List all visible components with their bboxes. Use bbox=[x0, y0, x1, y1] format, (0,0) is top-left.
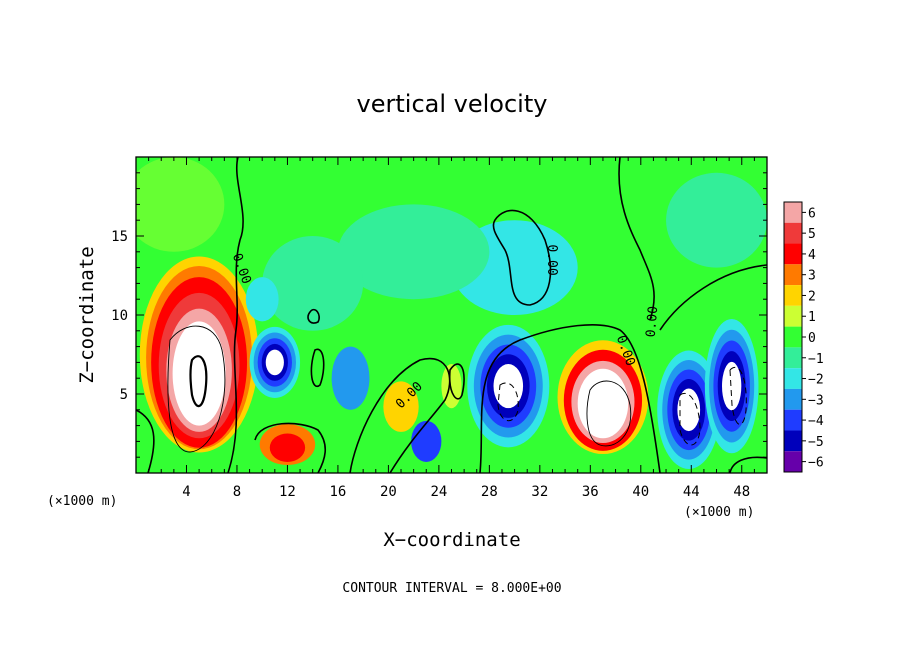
x-tick-label: 28 bbox=[481, 484, 498, 500]
colorbar-swatch bbox=[784, 305, 802, 327]
colorbar-swatch bbox=[784, 285, 802, 306]
colorbar-label: −1 bbox=[808, 352, 824, 367]
x-tick-label: 20 bbox=[380, 484, 397, 500]
colorbar-swatch bbox=[784, 347, 802, 369]
x-axis: 4 8 12 16 20 24 28 32 36 40 44 48 bbox=[148, 157, 768, 500]
downdraft-core bbox=[493, 364, 524, 409]
contour-label: 0.00 bbox=[544, 244, 559, 275]
colorbar-label: −6 bbox=[808, 456, 824, 471]
core-contour bbox=[189, 355, 208, 407]
zero-contour bbox=[659, 264, 767, 331]
colorbar-swatch bbox=[784, 388, 802, 410]
downdraft-core bbox=[677, 388, 701, 432]
x-axis-title: X−coordinate bbox=[383, 529, 520, 551]
colorbar-swatch bbox=[784, 430, 802, 452]
zero-contour bbox=[136, 409, 155, 473]
chart-title: vertical velocity bbox=[357, 90, 548, 118]
colorbar-label: 4 bbox=[808, 248, 816, 263]
y-tick-label: 10 bbox=[111, 308, 128, 324]
zero-contour bbox=[492, 209, 552, 306]
colorbar-label: 3 bbox=[808, 269, 816, 284]
colorbar-swatch bbox=[784, 202, 802, 223]
colorbar-label: −3 bbox=[808, 393, 824, 408]
colorbar-swatch bbox=[784, 264, 802, 286]
colorbar-label: −2 bbox=[808, 373, 824, 388]
x-tick-label: 24 bbox=[430, 484, 447, 500]
x-tick-label: 40 bbox=[632, 484, 649, 500]
downdraft-layer bbox=[411, 420, 442, 462]
core-contour bbox=[729, 367, 747, 425]
colorbar-label: −4 bbox=[808, 414, 824, 429]
zero-contour bbox=[729, 456, 767, 473]
colorbar-swatch bbox=[784, 243, 802, 265]
y-axis-title: Z−coordinate bbox=[76, 246, 98, 383]
x-tick-label: 48 bbox=[733, 484, 750, 500]
y-axis: 5 10 15 bbox=[111, 172, 767, 458]
x-tick-label: 32 bbox=[531, 484, 548, 500]
x-tick-label: 12 bbox=[279, 484, 296, 500]
colorbar-label: 2 bbox=[808, 289, 816, 304]
plot-area: 0.00 0.000.000.000.00 bbox=[136, 157, 767, 473]
colorbar-swatch bbox=[784, 222, 802, 244]
colorbar-label: 1 bbox=[808, 310, 816, 325]
velocity-field bbox=[136, 157, 767, 470]
field-patch bbox=[337, 204, 490, 300]
colorbar-label: 0 bbox=[808, 331, 816, 346]
x-unit-label-left: (×1000 m) bbox=[47, 494, 117, 509]
x-tick-label: 16 bbox=[329, 484, 346, 500]
zero-contour bbox=[448, 363, 465, 400]
x-unit-label-right: (×1000 m) bbox=[684, 505, 754, 520]
colorbar: 6 5 4 3 2 1 0 −1 −2 −3 −4 −5 −6 bbox=[783, 201, 824, 473]
updraft-layer bbox=[383, 381, 419, 432]
core-contour bbox=[497, 382, 519, 422]
x-tick-label: 4 bbox=[182, 484, 190, 500]
field-patch bbox=[262, 236, 364, 331]
x-tick-label: 8 bbox=[233, 484, 241, 500]
updraft-layer bbox=[269, 433, 306, 462]
downdraft-core bbox=[722, 361, 742, 411]
y-tick-label: 5 bbox=[120, 387, 128, 403]
y-tick-label: 15 bbox=[111, 229, 128, 245]
colorbar-swatch bbox=[784, 326, 802, 348]
core-contour bbox=[586, 380, 632, 447]
zero-contour bbox=[310, 348, 325, 388]
colorbar-swatch bbox=[784, 451, 802, 472]
colorbar-label: 6 bbox=[808, 206, 816, 221]
colorbar-label: −5 bbox=[808, 435, 824, 450]
core-contour bbox=[167, 325, 226, 453]
zero-contour bbox=[254, 422, 326, 473]
contour-lines bbox=[136, 157, 767, 473]
colorbar-label: 5 bbox=[808, 227, 816, 242]
downdraft-layer bbox=[245, 277, 279, 322]
zero-contour bbox=[479, 324, 661, 473]
zero-contour bbox=[618, 157, 655, 321]
downdraft-core bbox=[265, 349, 284, 376]
downdraft-layer bbox=[331, 346, 370, 410]
field-patch bbox=[666, 172, 767, 268]
contour-interval-note: CONTOUR INTERVAL = 8.000E+00 bbox=[342, 581, 561, 596]
field-patch bbox=[136, 157, 225, 252]
x-tick-label: 36 bbox=[582, 484, 599, 500]
contour-label: 0.00 bbox=[644, 305, 662, 338]
updraft-core bbox=[577, 368, 629, 439]
colorbar-swatch bbox=[784, 368, 802, 389]
zero-contour bbox=[227, 157, 244, 473]
updraft-core bbox=[172, 321, 226, 426]
colorbar-swatch bbox=[784, 409, 802, 431]
zero-contour bbox=[349, 357, 451, 473]
x-tick-label: 44 bbox=[683, 484, 700, 500]
zero-contour bbox=[307, 308, 320, 324]
